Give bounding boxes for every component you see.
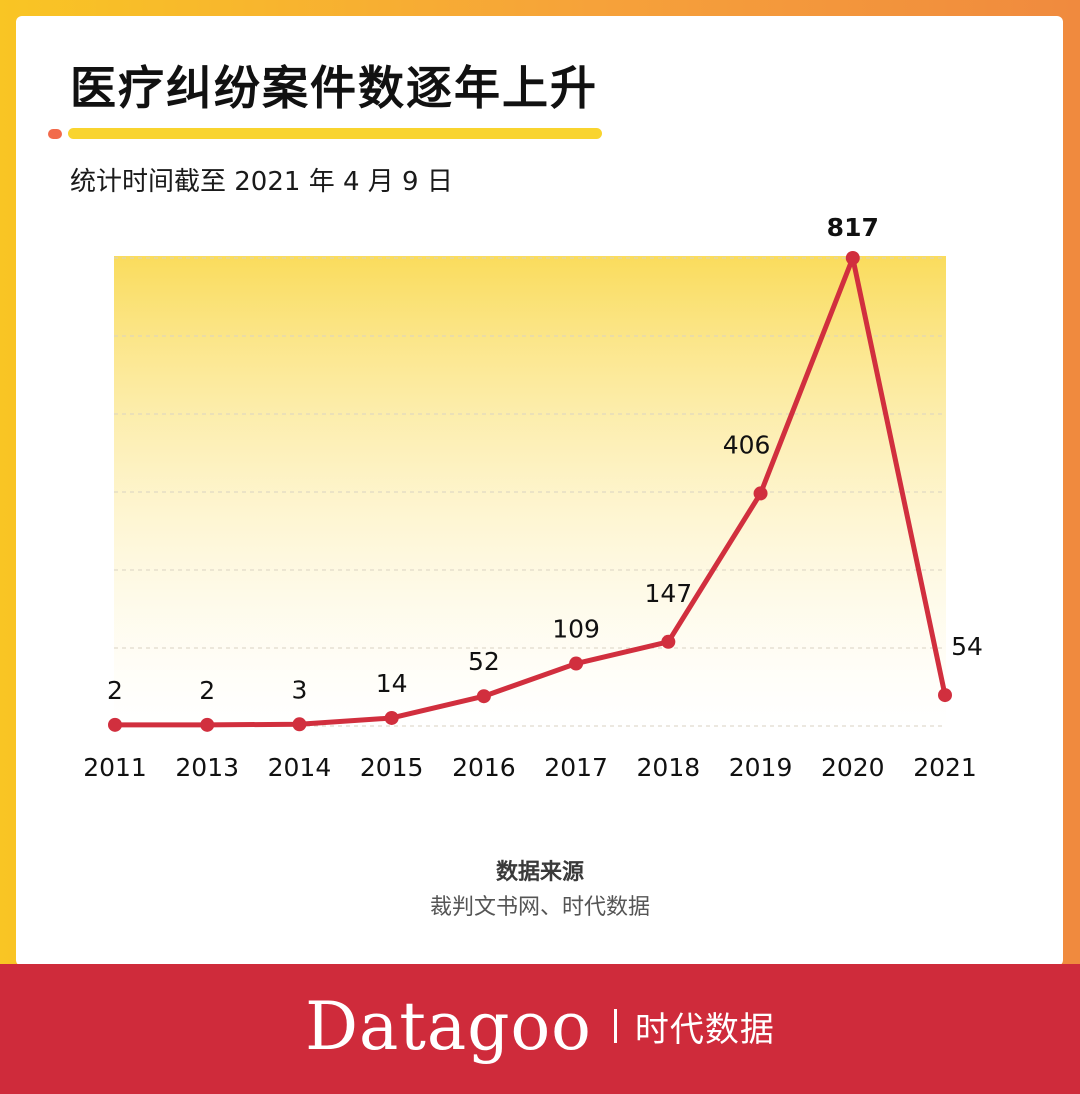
- data-point: [569, 656, 584, 671]
- data-label: 52: [468, 647, 500, 676]
- x-axis-tick-labels: 2011 2013 2014 2015 2016 2017 2018 2019 2020 2021: [83, 753, 977, 782]
- data-label: 2: [199, 676, 215, 705]
- data-label: 406: [723, 430, 771, 459]
- x-tick-label: 2014: [268, 753, 332, 782]
- brand-logo: Datagoo: [305, 987, 592, 1065]
- data-label: 817: [827, 213, 879, 242]
- data-point: [292, 717, 307, 732]
- footer-bar: [0, 964, 1080, 1094]
- data-point: [200, 717, 215, 732]
- x-tick-label: 2017: [544, 753, 608, 782]
- x-tick-label: 2016: [452, 753, 516, 782]
- chart-subtitle: 统计时间截至 2021 年 4 月 9 日: [70, 167, 453, 197]
- data-point: [476, 689, 491, 704]
- title-accent-dot: [48, 129, 62, 139]
- data-point: [661, 634, 676, 649]
- plot-background: [114, 256, 946, 726]
- data-point: [384, 710, 399, 725]
- source-title: 数据来源: [495, 860, 584, 885]
- data-point: [845, 251, 860, 265]
- source-text: 裁判文书网、时代数据: [429, 895, 650, 920]
- x-tick-label: 2015: [360, 753, 424, 782]
- brand: Datagoo 时代数据: [0, 976, 1080, 1076]
- series-line: [115, 255, 948, 728]
- brand-name: 时代数据: [634, 1009, 775, 1050]
- x-tick-label: 2011: [83, 753, 147, 782]
- x-tick-label: 2021: [913, 753, 977, 782]
- data-label: 147: [644, 579, 692, 608]
- data-point: [753, 486, 768, 501]
- data-point: [938, 688, 952, 703]
- data-label: 3: [291, 675, 307, 704]
- x-tick-label: 2013: [175, 753, 239, 782]
- x-tick-label: 2020: [821, 753, 885, 782]
- data-labels: 2 2 3 14 52 109 147 406 817 54: [107, 213, 983, 705]
- data-point: [108, 717, 122, 732]
- title-underline: [68, 128, 602, 139]
- data-label: 14: [376, 669, 408, 698]
- data-label: 2: [107, 676, 123, 705]
- x-tick-label: 2018: [637, 753, 701, 782]
- x-tick-label: 2019: [729, 753, 793, 782]
- data-label: 109: [552, 615, 600, 644]
- data-label: 54: [951, 632, 983, 661]
- brand-separator: [613, 1009, 617, 1043]
- chart-title: 医疗纠纷案件数逐年上升: [70, 61, 598, 115]
- data-points: [108, 251, 952, 732]
